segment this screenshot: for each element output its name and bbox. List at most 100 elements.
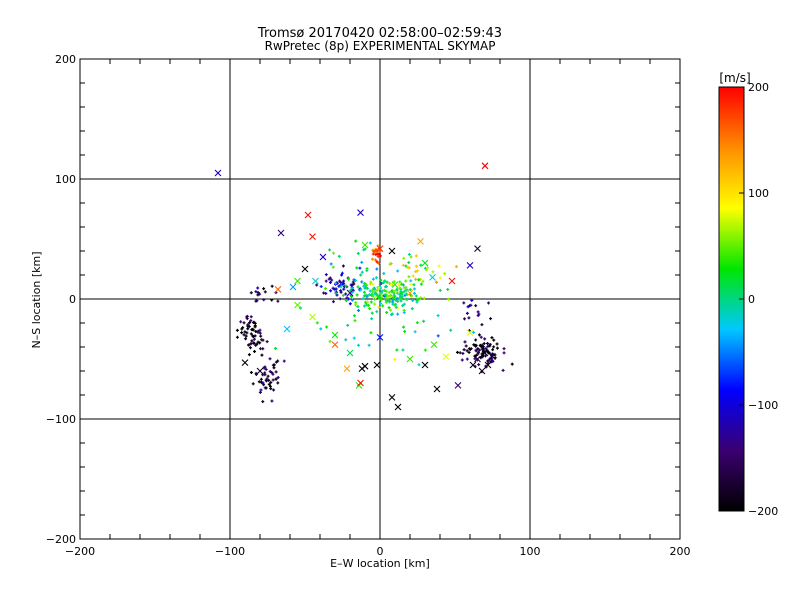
- scatter-point-dot: [365, 295, 369, 299]
- scatter-point-dot: [368, 241, 372, 245]
- scatter-point-dot: [376, 294, 380, 298]
- colorbar-tick-label: 200: [748, 81, 769, 94]
- scatter-point-dot: [379, 282, 383, 286]
- scatter-point-dot: [250, 339, 254, 343]
- scatter-point-x: [481, 162, 489, 170]
- scatter-point-dot: [249, 332, 253, 336]
- scatter-point-dot: [379, 302, 383, 306]
- scatter-point-dot: [274, 377, 278, 381]
- scatter-point-dot: [341, 264, 345, 268]
- scatter-point-dot: [461, 351, 465, 355]
- scatter-point-dot: [325, 325, 329, 329]
- scatter-point-dot: [270, 371, 274, 375]
- scatter-point-dot: [324, 279, 328, 283]
- scatter-point-dot: [363, 282, 367, 286]
- scatter-point-dot: [249, 315, 253, 319]
- scatter-point-dot: [345, 296, 349, 300]
- scatter-point-x: [283, 325, 291, 333]
- scatter-point-dot: [402, 290, 406, 294]
- scatter-point-x: [430, 341, 438, 348]
- scatter-point-dot: [422, 319, 426, 323]
- scatter-point-x: [331, 331, 339, 339]
- scatter-point-dot: [389, 308, 393, 312]
- scatter-point-x: [388, 247, 396, 255]
- scatter-point-dot: [395, 348, 399, 352]
- scatter-point-dot: [338, 297, 342, 301]
- scatter-point-dot: [359, 288, 363, 292]
- scatter-point-dot: [255, 299, 259, 303]
- scatter-point-dot: [374, 292, 378, 296]
- scatter-point-dot: [371, 290, 375, 294]
- dot-markers: [235, 239, 514, 404]
- scatter-point-dot: [369, 280, 373, 284]
- scatter-point-dot: [476, 310, 480, 314]
- scatter-point-x: [294, 301, 301, 309]
- x-tick-label: −200: [65, 545, 95, 558]
- scatter-point-dot: [395, 291, 399, 295]
- scatter-point-dot: [409, 282, 413, 286]
- scatter-point-dot: [398, 286, 402, 290]
- scatter-point-dot: [389, 283, 393, 287]
- scatter-point-dot: [335, 293, 339, 297]
- scatter-point-dot: [276, 381, 280, 385]
- scatter-point-dot: [251, 334, 255, 338]
- scatter-point-dot: [466, 305, 470, 309]
- scatter-point-x: [478, 367, 486, 375]
- scatter-point-dot: [334, 291, 338, 295]
- scatter-point-x: [421, 259, 429, 267]
- scatter-point-dot: [368, 289, 372, 293]
- scatter-point-dot: [377, 286, 381, 290]
- scatter-point-dot: [344, 338, 348, 342]
- scatter-point-dot: [411, 298, 415, 302]
- scatter-point-dot: [262, 298, 266, 302]
- scatter-point-dot: [383, 293, 387, 297]
- scatter-point-dot: [397, 282, 401, 286]
- scatter-point-x: [214, 169, 222, 177]
- scatter-point-dot: [254, 290, 258, 294]
- scatter-point-dot: [244, 337, 248, 341]
- scatter-point-dot: [253, 350, 257, 354]
- scatter-point-x: [481, 349, 489, 357]
- scatter-point-x: [343, 365, 351, 372]
- scatter-point-dot: [409, 279, 413, 283]
- scatter-point-dot: [458, 351, 462, 355]
- scatter-point-dot: [340, 273, 344, 277]
- colorbar-label: [m/s]: [719, 71, 750, 85]
- scatter-point-dot: [404, 292, 408, 296]
- y-tick-label: 100: [55, 173, 76, 186]
- scatter-point-dot: [413, 330, 417, 334]
- scatter-point-dot: [396, 312, 400, 316]
- scatter-point-dot: [391, 299, 395, 303]
- scatter-point-dot: [253, 324, 257, 328]
- scatter-point-dot: [379, 278, 383, 282]
- scatter-point-dot: [329, 262, 333, 266]
- scatter-point-dot: [266, 374, 270, 378]
- scatter-point-dot: [462, 301, 466, 305]
- scatter-point-dot: [344, 292, 348, 296]
- scatter-point-dot: [355, 293, 359, 297]
- scatter-point-dot: [367, 343, 371, 347]
- scatter-point-dot: [495, 346, 499, 350]
- scatter-point-dot: [268, 357, 272, 361]
- scatter-point-dot: [385, 280, 389, 284]
- scatter-point-x: [361, 362, 369, 370]
- scatter-point-dot: [259, 388, 263, 392]
- scatter-point-dot: [352, 278, 356, 282]
- scatter-point-dot: [267, 378, 271, 382]
- scatter-point-x: [448, 277, 456, 285]
- scatter-point-dot: [490, 336, 494, 340]
- scatter-point-dot: [252, 341, 256, 345]
- scatter-point-dot: [265, 340, 269, 344]
- scatter-point-dot: [404, 285, 408, 289]
- scatter-point-x: [294, 277, 301, 285]
- scatter-point-dot: [412, 291, 416, 295]
- scatter-point-dot: [489, 317, 493, 321]
- scatter-point-dot: [354, 239, 358, 243]
- y-axis-label: N–S location [km]: [30, 251, 43, 348]
- scatter-point-dot: [373, 302, 377, 306]
- scatter-point-dot: [401, 348, 405, 352]
- scatter-point-dot: [256, 340, 260, 344]
- scatter-point-dot: [334, 281, 338, 285]
- scatter-point-dot: [414, 254, 418, 258]
- scatter-point-x: [309, 313, 316, 321]
